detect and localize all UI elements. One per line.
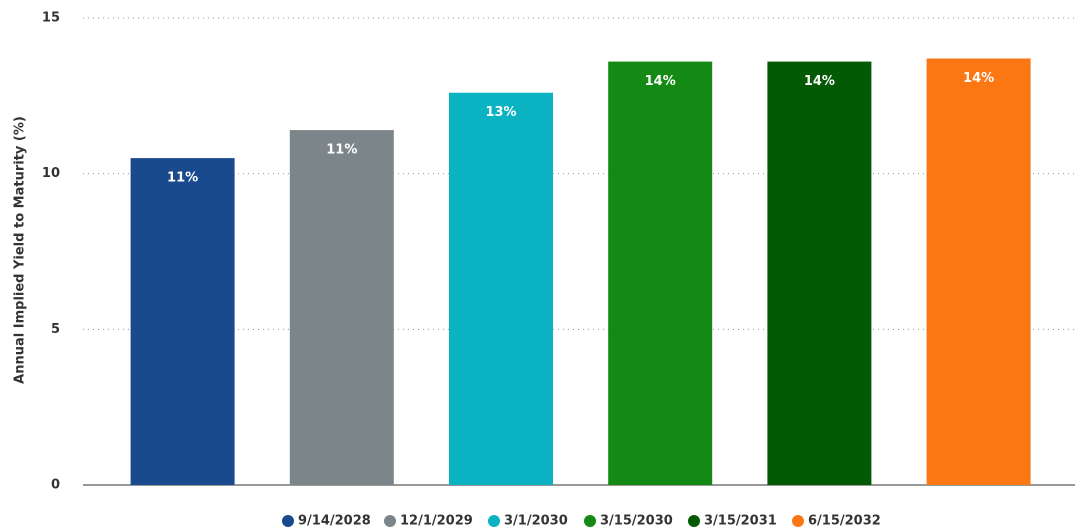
legend-marker <box>384 515 396 527</box>
bar <box>608 61 713 485</box>
legend-marker <box>792 515 804 527</box>
data-label: 14% <box>804 74 835 89</box>
legend-label: 3/15/2031 <box>704 514 777 529</box>
legend-label: 6/15/2032 <box>808 514 881 529</box>
legend-marker <box>688 515 700 527</box>
y-tick-label: 0 <box>51 478 60 493</box>
y-tick-label: 5 <box>51 322 60 337</box>
legend-marker <box>282 515 294 527</box>
bar <box>449 92 553 485</box>
y-tick-label: 15 <box>42 11 60 26</box>
legend-marker <box>488 515 500 527</box>
legend-label: 12/1/2029 <box>400 514 473 529</box>
data-label: 14% <box>963 71 994 86</box>
legend-label: 3/15/2030 <box>600 514 673 529</box>
legend-label: 3/1/2030 <box>504 514 568 529</box>
data-label: 11% <box>326 143 357 158</box>
bar <box>767 61 872 485</box>
y-axis-title: Annual Implied Yield to Maturity (%) <box>13 116 28 384</box>
data-label: 14% <box>645 74 676 89</box>
legend-label: 9/14/2028 <box>298 514 371 529</box>
bar <box>926 58 1031 486</box>
bar <box>130 158 235 485</box>
data-label: 13% <box>485 105 516 120</box>
bar <box>289 130 394 485</box>
data-label: 11% <box>167 171 198 186</box>
legend-marker <box>584 515 596 527</box>
y-tick-label: 10 <box>42 166 60 181</box>
